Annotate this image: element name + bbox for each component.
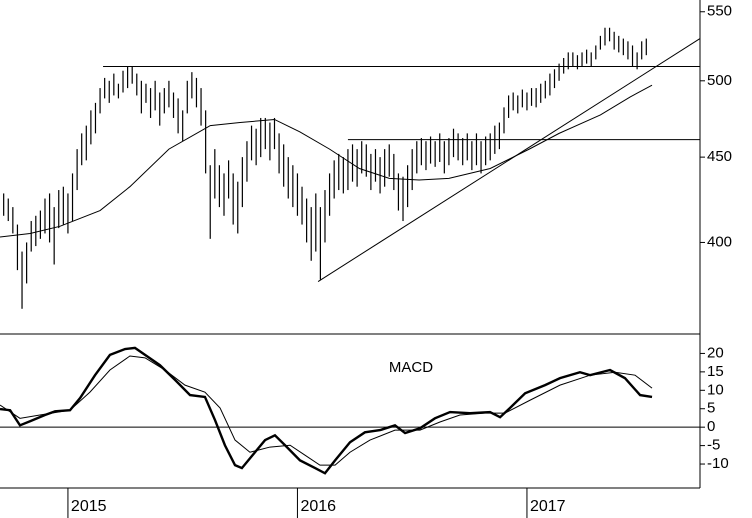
y-tick-label: -10: [707, 455, 729, 472]
y-tick-label: 0: [707, 418, 715, 435]
overlay-line: [317, 38, 701, 282]
y-tick-label: 550: [707, 3, 732, 20]
macd-line: [0, 355, 653, 466]
y-tick-label: 400: [707, 233, 732, 250]
y-tick-label: 450: [707, 148, 732, 165]
y-tick-label: 20: [707, 344, 724, 361]
overlay-line: [0, 84, 653, 238]
y-tick-label: -5: [707, 437, 720, 454]
macd-line: [0, 346, 653, 475]
x-tick-label: 2015: [71, 498, 107, 515]
y-tick-label: 5: [707, 400, 715, 417]
macd-label: MACD: [389, 359, 433, 376]
x-tick-label: 2016: [300, 498, 336, 515]
x-tick-label: 2017: [530, 498, 566, 515]
y-tick-label: 10: [707, 381, 724, 398]
y-tick-label: 500: [707, 72, 732, 89]
y-tick-label: 15: [707, 363, 724, 380]
